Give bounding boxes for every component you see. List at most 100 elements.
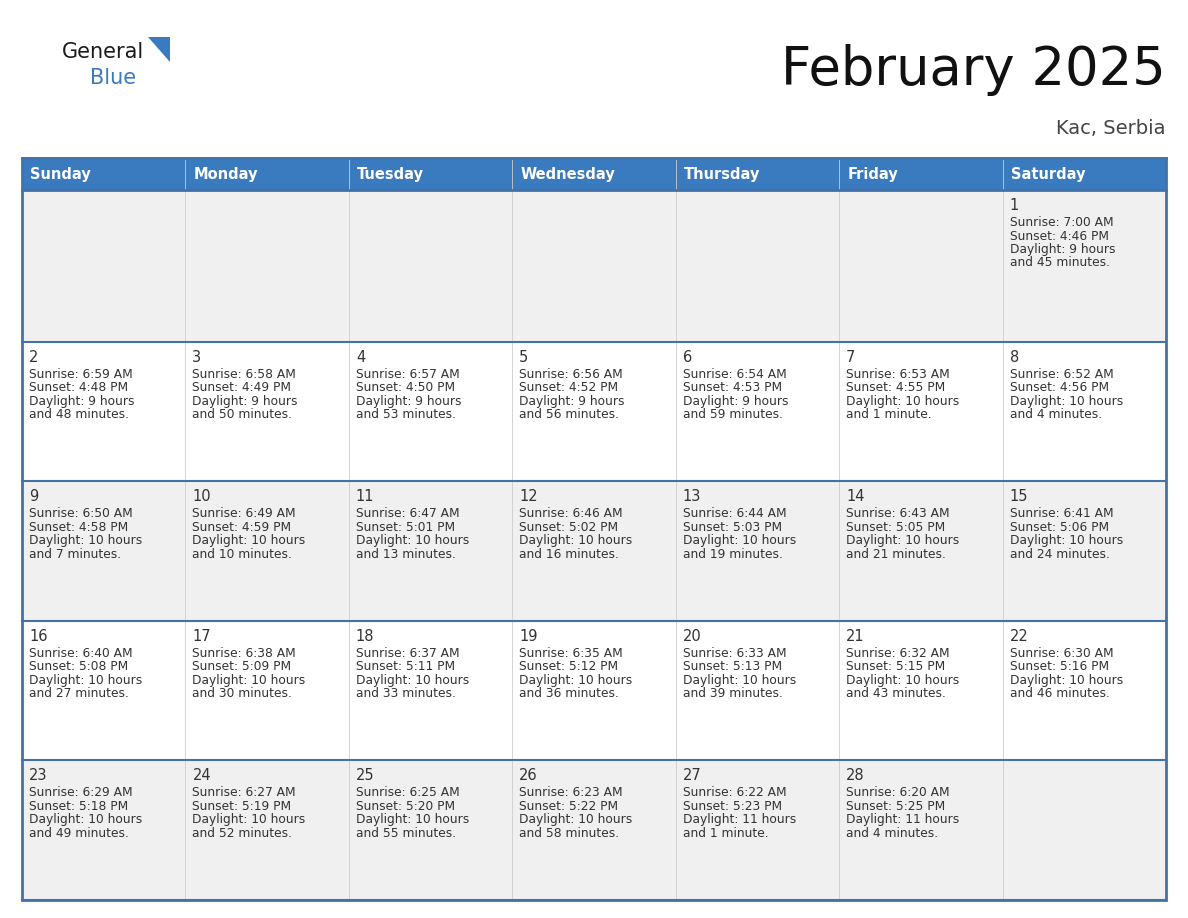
Text: Sunday: Sunday xyxy=(30,166,90,182)
Text: 21: 21 xyxy=(846,629,865,644)
Text: Sunset: 5:09 PM: Sunset: 5:09 PM xyxy=(192,660,291,674)
Text: Daylight: 10 hours: Daylight: 10 hours xyxy=(846,395,960,408)
Text: Daylight: 9 hours: Daylight: 9 hours xyxy=(192,395,298,408)
Text: Daylight: 9 hours: Daylight: 9 hours xyxy=(519,395,625,408)
Bar xyxy=(839,190,1003,341)
Text: Daylight: 10 hours: Daylight: 10 hours xyxy=(192,674,305,687)
Text: 5: 5 xyxy=(519,350,529,364)
Text: Daylight: 10 hours: Daylight: 10 hours xyxy=(846,534,960,547)
Bar xyxy=(23,481,185,621)
Text: Sunset: 4:55 PM: Sunset: 4:55 PM xyxy=(846,381,946,395)
Text: 10: 10 xyxy=(192,489,211,504)
Text: 7: 7 xyxy=(846,350,855,364)
Text: 14: 14 xyxy=(846,489,865,504)
Bar xyxy=(23,760,185,900)
Bar xyxy=(349,481,512,621)
Text: Sunset: 4:53 PM: Sunset: 4:53 PM xyxy=(683,381,782,395)
Bar xyxy=(23,158,185,190)
Bar xyxy=(349,158,512,190)
Text: Sunrise: 6:44 AM: Sunrise: 6:44 AM xyxy=(683,508,786,521)
Text: and 48 minutes.: and 48 minutes. xyxy=(29,409,129,421)
Text: and 39 minutes.: and 39 minutes. xyxy=(683,688,783,700)
Text: Sunset: 5:19 PM: Sunset: 5:19 PM xyxy=(192,800,291,813)
Text: Daylight: 10 hours: Daylight: 10 hours xyxy=(192,534,305,547)
Text: Sunset: 5:01 PM: Sunset: 5:01 PM xyxy=(356,521,455,534)
Bar xyxy=(349,190,512,341)
Text: Daylight: 10 hours: Daylight: 10 hours xyxy=(1010,534,1123,547)
Text: Sunset: 4:58 PM: Sunset: 4:58 PM xyxy=(29,521,128,534)
Text: and 19 minutes.: and 19 minutes. xyxy=(683,548,783,561)
Text: Sunrise: 6:37 AM: Sunrise: 6:37 AM xyxy=(356,647,460,660)
Text: 26: 26 xyxy=(519,768,538,783)
Text: Sunrise: 6:22 AM: Sunrise: 6:22 AM xyxy=(683,787,786,800)
Bar xyxy=(1003,158,1165,190)
Text: Daylight: 10 hours: Daylight: 10 hours xyxy=(192,813,305,826)
Text: and 58 minutes.: and 58 minutes. xyxy=(519,827,619,840)
Text: and 52 minutes.: and 52 minutes. xyxy=(192,827,292,840)
Text: Sunset: 5:02 PM: Sunset: 5:02 PM xyxy=(519,521,619,534)
Text: Sunset: 5:08 PM: Sunset: 5:08 PM xyxy=(29,660,128,674)
Bar xyxy=(349,341,512,481)
Text: Daylight: 10 hours: Daylight: 10 hours xyxy=(356,813,469,826)
Text: Sunset: 5:11 PM: Sunset: 5:11 PM xyxy=(356,660,455,674)
Polygon shape xyxy=(148,37,170,62)
Bar xyxy=(185,341,349,481)
Text: Daylight: 10 hours: Daylight: 10 hours xyxy=(356,674,469,687)
Text: 23: 23 xyxy=(29,768,48,783)
Text: Daylight: 10 hours: Daylight: 10 hours xyxy=(519,674,632,687)
Text: and 55 minutes.: and 55 minutes. xyxy=(356,827,456,840)
Text: Sunrise: 6:33 AM: Sunrise: 6:33 AM xyxy=(683,647,786,660)
Text: Sunset: 4:56 PM: Sunset: 4:56 PM xyxy=(1010,381,1108,395)
Text: Sunset: 5:06 PM: Sunset: 5:06 PM xyxy=(1010,521,1108,534)
Text: Tuesday: Tuesday xyxy=(356,166,424,182)
Text: and 33 minutes.: and 33 minutes. xyxy=(356,688,456,700)
Text: Friday: Friday xyxy=(847,166,898,182)
Text: 6: 6 xyxy=(683,350,691,364)
Text: Sunrise: 6:50 AM: Sunrise: 6:50 AM xyxy=(29,508,133,521)
Text: Daylight: 10 hours: Daylight: 10 hours xyxy=(29,674,143,687)
Text: and 1 minute.: and 1 minute. xyxy=(846,409,931,421)
Text: Daylight: 10 hours: Daylight: 10 hours xyxy=(683,674,796,687)
Text: Sunrise: 6:29 AM: Sunrise: 6:29 AM xyxy=(29,787,133,800)
Text: Sunset: 5:12 PM: Sunset: 5:12 PM xyxy=(519,660,619,674)
Text: 27: 27 xyxy=(683,768,701,783)
Text: Sunrise: 6:41 AM: Sunrise: 6:41 AM xyxy=(1010,508,1113,521)
Text: 15: 15 xyxy=(1010,489,1028,504)
Text: Daylight: 10 hours: Daylight: 10 hours xyxy=(846,674,960,687)
Bar xyxy=(349,760,512,900)
Text: Sunset: 5:20 PM: Sunset: 5:20 PM xyxy=(356,800,455,813)
Text: Daylight: 10 hours: Daylight: 10 hours xyxy=(1010,395,1123,408)
Text: Sunrise: 6:49 AM: Sunrise: 6:49 AM xyxy=(192,508,296,521)
Text: 11: 11 xyxy=(356,489,374,504)
Text: Sunrise: 6:40 AM: Sunrise: 6:40 AM xyxy=(29,647,133,660)
Text: 20: 20 xyxy=(683,629,701,644)
Text: Sunrise: 6:46 AM: Sunrise: 6:46 AM xyxy=(519,508,623,521)
Text: Sunrise: 6:35 AM: Sunrise: 6:35 AM xyxy=(519,647,623,660)
Text: Kac, Serbia: Kac, Serbia xyxy=(1056,118,1165,138)
Bar xyxy=(676,190,839,341)
Text: Sunset: 4:48 PM: Sunset: 4:48 PM xyxy=(29,381,128,395)
Text: and 56 minutes.: and 56 minutes. xyxy=(519,409,619,421)
Text: 19: 19 xyxy=(519,629,538,644)
Text: Sunset: 5:22 PM: Sunset: 5:22 PM xyxy=(519,800,619,813)
Text: 24: 24 xyxy=(192,768,211,783)
Text: 8: 8 xyxy=(1010,350,1019,364)
Bar xyxy=(185,760,349,900)
Text: Sunrise: 7:00 AM: Sunrise: 7:00 AM xyxy=(1010,216,1113,229)
Text: 3: 3 xyxy=(192,350,202,364)
Text: Daylight: 9 hours: Daylight: 9 hours xyxy=(1010,243,1116,256)
Text: Wednesday: Wednesday xyxy=(520,166,615,182)
Bar xyxy=(512,190,676,341)
Bar xyxy=(676,341,839,481)
Text: and 30 minutes.: and 30 minutes. xyxy=(192,688,292,700)
Text: and 50 minutes.: and 50 minutes. xyxy=(192,409,292,421)
Bar xyxy=(23,621,185,760)
Text: and 10 minutes.: and 10 minutes. xyxy=(192,548,292,561)
Text: Sunrise: 6:53 AM: Sunrise: 6:53 AM xyxy=(846,368,950,381)
Text: Daylight: 9 hours: Daylight: 9 hours xyxy=(356,395,461,408)
Bar xyxy=(185,158,349,190)
Text: Sunset: 4:59 PM: Sunset: 4:59 PM xyxy=(192,521,291,534)
Text: and 59 minutes.: and 59 minutes. xyxy=(683,409,783,421)
Text: Sunrise: 6:58 AM: Sunrise: 6:58 AM xyxy=(192,368,296,381)
Text: Sunrise: 6:47 AM: Sunrise: 6:47 AM xyxy=(356,508,460,521)
